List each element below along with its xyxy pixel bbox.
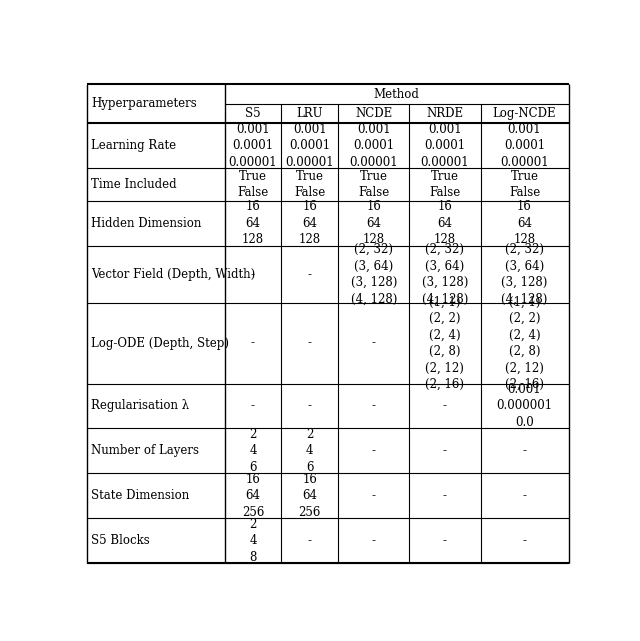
Text: 0.001
0.0001
0.00001: 0.001 0.0001 0.00001 <box>228 122 277 169</box>
Text: 0.001
0.000001
0.0: 0.001 0.000001 0.0 <box>497 383 552 429</box>
Text: -: - <box>522 444 527 458</box>
Text: -: - <box>308 399 312 413</box>
Text: 16
64
128: 16 64 128 <box>299 201 321 246</box>
Text: -: - <box>443 534 447 547</box>
Text: Learning Rate: Learning Rate <box>92 139 177 152</box>
Text: 0.001
0.0001
0.00001: 0.001 0.0001 0.00001 <box>285 122 334 169</box>
Text: Regularisation λ: Regularisation λ <box>92 399 189 413</box>
Text: S5 Blocks: S5 Blocks <box>92 534 150 547</box>
Text: (1, 1)
(2, 2)
(2, 4)
(2, 8)
(2, 12)
(2, 16): (1, 1) (2, 2) (2, 4) (2, 8) (2, 12) (2, … <box>505 296 544 391</box>
Text: NCDE: NCDE <box>355 107 392 120</box>
Text: 0.001
0.0001
0.00001: 0.001 0.0001 0.00001 <box>349 122 398 169</box>
Text: Log-ODE (Depth, Step): Log-ODE (Depth, Step) <box>92 337 229 349</box>
Text: -: - <box>372 399 376 413</box>
Text: 16
64
128: 16 64 128 <box>242 201 264 246</box>
Text: -: - <box>443 444 447 458</box>
Text: State Dimension: State Dimension <box>92 489 189 503</box>
Text: Method: Method <box>374 88 419 101</box>
Text: -: - <box>522 534 527 547</box>
Text: True
False: True False <box>509 170 540 199</box>
Text: S5: S5 <box>245 107 260 120</box>
Text: Vector Field (Depth, Width): Vector Field (Depth, Width) <box>92 268 255 281</box>
Text: NRDE: NRDE <box>426 107 463 120</box>
Text: -: - <box>372 534 376 547</box>
Text: Time Included: Time Included <box>92 178 177 191</box>
Text: True
False: True False <box>294 170 325 199</box>
Text: 16
64
256: 16 64 256 <box>242 473 264 519</box>
Text: Hyperparameters: Hyperparameters <box>92 97 197 110</box>
Text: 16
64
256: 16 64 256 <box>298 473 321 519</box>
Text: -: - <box>308 268 312 281</box>
Text: -: - <box>308 534 312 547</box>
Text: Number of Layers: Number of Layers <box>92 444 200 458</box>
Text: -: - <box>443 489 447 503</box>
Text: -: - <box>522 489 527 503</box>
Text: 16
64
128: 16 64 128 <box>513 201 536 246</box>
Text: 16
64
128: 16 64 128 <box>363 201 385 246</box>
Text: (2, 32)
(3, 64)
(3, 128)
(4, 128): (2, 32) (3, 64) (3, 128) (4, 128) <box>351 243 397 306</box>
Text: -: - <box>443 399 447 413</box>
Text: (2, 32)
(3, 64)
(3, 128)
(4, 128): (2, 32) (3, 64) (3, 128) (4, 128) <box>501 243 548 306</box>
Text: -: - <box>372 444 376 458</box>
Text: -: - <box>308 337 312 349</box>
Text: -: - <box>251 268 255 281</box>
Text: 2
4
6: 2 4 6 <box>306 428 314 474</box>
Text: True
False: True False <box>237 170 269 199</box>
Text: -: - <box>372 489 376 503</box>
Text: Hidden Dimension: Hidden Dimension <box>92 217 202 230</box>
Text: -: - <box>372 337 376 349</box>
Text: -: - <box>251 399 255 413</box>
Text: Log-NCDE: Log-NCDE <box>493 107 556 120</box>
Text: True
False: True False <box>429 170 461 199</box>
Text: 2
4
6: 2 4 6 <box>249 428 257 474</box>
Text: -: - <box>251 337 255 349</box>
Text: 0.001
0.0001
0.00001: 0.001 0.0001 0.00001 <box>420 122 469 169</box>
Text: 16
64
128: 16 64 128 <box>434 201 456 246</box>
Text: 2
4
8: 2 4 8 <box>249 518 257 563</box>
Text: (2, 32)
(3, 64)
(3, 128)
(4, 128): (2, 32) (3, 64) (3, 128) (4, 128) <box>422 243 468 306</box>
Text: LRU: LRU <box>296 107 323 120</box>
Text: (1, 1)
(2, 2)
(2, 4)
(2, 8)
(2, 12)
(2, 16): (1, 1) (2, 2) (2, 4) (2, 8) (2, 12) (2, … <box>426 296 465 391</box>
Text: True
False: True False <box>358 170 389 199</box>
Text: 0.001
0.0001
0.00001: 0.001 0.0001 0.00001 <box>500 122 549 169</box>
